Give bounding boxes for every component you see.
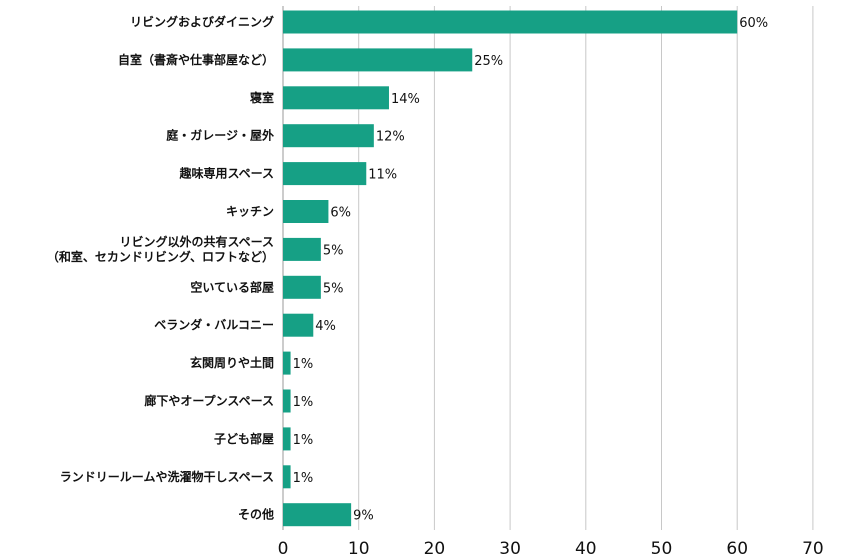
bar (283, 86, 389, 110)
x-tick-label: 10 (348, 539, 370, 558)
category-label: 廊下やオープンスペース (144, 393, 274, 408)
category-label: 自室（書斎や仕事部屋など） (118, 52, 274, 67)
bar (283, 237, 321, 261)
bar (283, 465, 291, 489)
category-label: 玄関周りや土間 (190, 355, 274, 370)
category-label: リビング以外の共有スペース (119, 234, 274, 249)
bar (283, 313, 314, 337)
category-label: ランドリールームや洗濯物干しスペース (60, 469, 274, 484)
bar (283, 10, 738, 34)
value-labels: 60% 25% 14% 12% 11% 6% 5% 5% 4% 1% 1% 1% 1% 9% (293, 16, 769, 524)
value-label: 5% (323, 243, 344, 258)
category-label: ベランダ・バルコニー (154, 317, 274, 332)
value-label: 9% (353, 509, 374, 524)
bar (283, 275, 321, 299)
bar (283, 389, 291, 413)
bar (283, 124, 374, 148)
x-tick-label: 60 (726, 539, 748, 558)
category-label: 空いている部屋 (190, 279, 274, 294)
value-label: 14% (391, 92, 420, 107)
bar (283, 351, 291, 375)
value-label: 1% (293, 357, 314, 372)
value-label: 60% (739, 16, 768, 31)
value-label: 6% (330, 206, 351, 221)
category-label: 趣味専用スペース (178, 166, 274, 181)
bar (283, 48, 473, 72)
value-label: 11% (368, 168, 397, 183)
bar (283, 162, 367, 186)
category-label: 寝室 (250, 90, 274, 105)
value-label: 1% (293, 395, 314, 410)
x-tick-label: 50 (651, 539, 673, 558)
x-axis-tick-labels: 0 10 20 30 40 50 60 70 (278, 539, 824, 558)
value-label: 5% (323, 281, 344, 296)
bar (283, 427, 291, 451)
value-label: 25% (474, 54, 503, 69)
value-label: 4% (315, 319, 336, 334)
value-label: 12% (376, 130, 405, 145)
value-label: 1% (293, 471, 314, 486)
category-label: キッチン (226, 205, 274, 219)
x-tick-label: 0 (278, 539, 289, 558)
category-label: 庭・ガレージ・屋外 (166, 128, 274, 143)
x-tick-label: 30 (499, 539, 521, 558)
category-label: 子ども部屋 (214, 431, 274, 446)
category-label: その他 (238, 507, 274, 522)
gridlines (282, 6, 814, 530)
x-tick-label: 70 (802, 539, 824, 558)
bar (283, 200, 329, 223)
category-label: （和室、セカンドリビング、ロフトなど） (47, 249, 274, 264)
bar (283, 503, 352, 527)
x-tick-label: 40 (575, 539, 597, 558)
category-label: リビングおよびダイニング (130, 14, 274, 29)
bars (283, 10, 738, 527)
x-tick-label: 20 (424, 539, 446, 558)
value-label: 1% (293, 433, 314, 448)
